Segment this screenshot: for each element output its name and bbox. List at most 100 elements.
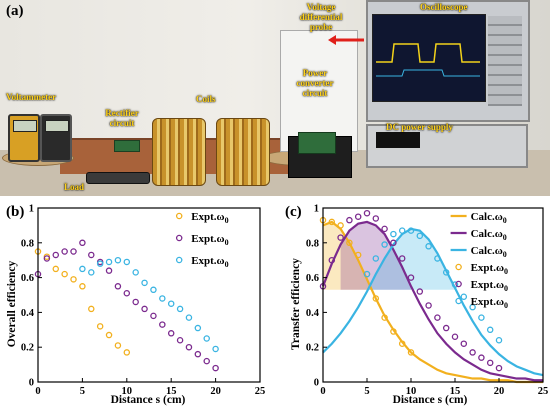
- data-point: [167, 330, 175, 337]
- data-point: [43, 255, 51, 262]
- y-tick-label: 0.4: [21, 308, 35, 319]
- x-tick-label: 0: [320, 386, 325, 397]
- data-point: [79, 265, 86, 273]
- data-point: [123, 349, 131, 356]
- x-tick-label: 25: [255, 386, 266, 397]
- legend-label: Expt.ω0: [191, 211, 228, 225]
- data-point: [372, 255, 380, 262]
- label-rectifier: Rectifier circuit: [105, 108, 139, 128]
- data-point: [132, 269, 139, 276]
- legend-marker-swatch: [175, 256, 183, 264]
- x-tick-label: 15: [450, 386, 461, 397]
- y-tick-label: 0.2: [306, 343, 319, 354]
- data-point: [150, 286, 157, 294]
- legend-marker-swatch: [455, 263, 462, 271]
- data-point: [194, 350, 202, 358]
- data-point: [96, 260, 104, 267]
- x-tick-label: 20: [494, 386, 505, 397]
- data-point: [328, 256, 336, 264]
- voltammeter-device: [40, 114, 72, 162]
- chart-b-ylabel: Overall efficiency: [6, 260, 18, 347]
- data-point: [390, 230, 397, 238]
- data-point: [52, 265, 60, 273]
- data-point: [363, 209, 371, 217]
- legend-label: Expt.ω0: [191, 233, 228, 247]
- data-point: [478, 354, 485, 361]
- data-point: [185, 343, 193, 351]
- x-tick-label: 25: [538, 386, 549, 397]
- data-point: [425, 302, 432, 309]
- data-point: [398, 340, 406, 347]
- x-tick-label: 10: [122, 386, 133, 397]
- label-coils: Coils: [196, 94, 216, 104]
- legend-label: Expt.ω0: [471, 262, 508, 276]
- data-point: [328, 218, 336, 226]
- chart-b-plot: 0 5 10 15 20 25 0 0.2 0.4 0.6 0.8 1 Expt.ω0 Expt.ω0 Ex…: [21, 204, 265, 398]
- data-point: [88, 269, 95, 276]
- data-point: [363, 270, 371, 278]
- data-point: [407, 274, 415, 281]
- converter-board: [298, 132, 336, 154]
- chart-transfer-efficiency: (c) 0 5 10 15 20 25 0 0.2 0.4 0.6 0.8 1 Calc.ω0 Calc.…: [285, 204, 548, 407]
- data-point: [398, 255, 406, 262]
- label-dc-supply: DC power supply: [386, 122, 453, 132]
- data-point: [79, 239, 86, 247]
- chart-c-plot: 0 5 10 15 20 25 0 0.2 0.4 0.6 0.8 1 Calc.ω0 Calc.ω0 Ca…: [306, 204, 548, 398]
- data-point: [381, 314, 388, 321]
- data-point: [346, 216, 353, 224]
- data-point: [176, 305, 184, 313]
- legend-label: Calc.ω0: [471, 245, 507, 259]
- data-point: [372, 295, 380, 302]
- series-line: [322, 227, 544, 377]
- chart-c-xlabel: Distance s (cm): [393, 394, 468, 406]
- data-point: [61, 270, 68, 278]
- data-point: [88, 251, 95, 259]
- data-point: [469, 303, 476, 311]
- coil-device: [152, 118, 206, 186]
- data-point: [105, 267, 113, 274]
- data-point: [416, 288, 424, 295]
- data-point: [203, 335, 210, 342]
- data-point: [123, 258, 131, 266]
- load-resistor: [86, 172, 150, 184]
- data-point: [194, 324, 202, 332]
- data-point: [185, 314, 193, 321]
- axis-frame: [37, 207, 261, 383]
- data-point: [434, 255, 441, 262]
- y-tick-label: 0.6: [306, 273, 319, 284]
- data-point: [478, 314, 485, 321]
- panel-label-b: (b): [6, 204, 24, 220]
- data-point: [390, 328, 397, 335]
- data-point: [141, 305, 148, 313]
- voltammeter-device: [8, 114, 40, 162]
- legend-label: Calc.ω0: [471, 228, 507, 242]
- data-point: [114, 256, 122, 264]
- chart-overall-efficiency: (b) 0 5 10 15 20 25 0 0.2 0.4 0.6 0.8 1 Expt.ω0 Expt.…: [6, 204, 265, 407]
- data-point: [203, 357, 210, 365]
- data-point: [451, 281, 459, 288]
- data-point: [105, 331, 113, 339]
- label-load: Load: [64, 182, 85, 192]
- data-point: [416, 232, 424, 240]
- efficiency-band: [367, 228, 455, 290]
- label-power-converter: Power converter circuit: [296, 68, 334, 98]
- coil-device: [216, 118, 270, 186]
- y-tick-label: 0: [29, 378, 34, 389]
- red-arrow-icon: [328, 35, 364, 45]
- legend-label: Expt.ω0: [471, 279, 508, 293]
- data-point: [212, 364, 219, 372]
- data-point: [132, 298, 139, 306]
- data-point: [79, 283, 86, 290]
- data-point: [105, 258, 113, 266]
- data-point: [114, 342, 122, 349]
- data-point: [442, 324, 450, 332]
- data-point: [460, 340, 468, 347]
- data-point: [381, 241, 388, 248]
- equipment-panel: [280, 30, 358, 152]
- y-tick-label: 0.4: [306, 308, 320, 319]
- data-point: [469, 349, 476, 356]
- oscilloscope-screen: [372, 14, 486, 102]
- series-line: [321, 220, 543, 382]
- data-point: [212, 345, 219, 353]
- y-tick-label: 0.8: [21, 238, 34, 249]
